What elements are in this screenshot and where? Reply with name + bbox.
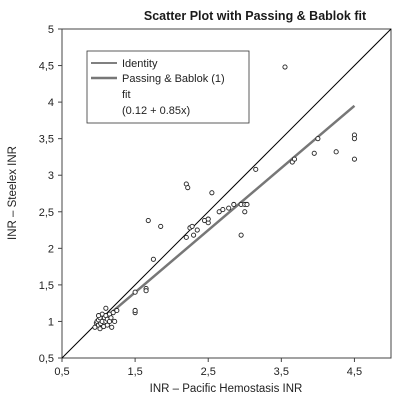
plot-frame [61, 28, 392, 359]
legend: Identity Passing & Bablok (1) fit (0.12 … [86, 50, 250, 124]
data-point [189, 223, 195, 229]
x-tick-label: 0,5 [54, 366, 69, 378]
data-point [333, 149, 339, 155]
y-tick-label: 0,5 [39, 353, 54, 365]
data-point [242, 209, 248, 215]
data-point [143, 288, 149, 294]
data-point [253, 166, 259, 172]
x-tick-label: 3,5 [274, 366, 289, 378]
legend-fit-equation: (0.12 + 0.85x) [122, 105, 190, 117]
data-point [110, 310, 116, 316]
chart-title: Scatter Plot with Passing & Bablok fit [144, 9, 367, 23]
x-axis-label: INR – Pacific Hemostasis INR [150, 383, 303, 395]
data-point [132, 307, 138, 314]
data-point [226, 205, 232, 211]
data-point [191, 232, 197, 238]
data-point [231, 201, 237, 208]
data-point [315, 136, 321, 142]
legend-identity-label: Identity [122, 58, 158, 70]
y-tick-label: 3 [48, 170, 54, 182]
data-point [238, 232, 244, 238]
y-tick-label: 4,5 [39, 61, 54, 73]
data-point [132, 289, 138, 295]
identity-line [61, 28, 392, 359]
data-points [92, 64, 357, 332]
y-tick-label: 5 [48, 24, 54, 36]
data-point [150, 256, 156, 262]
data-point [244, 201, 250, 208]
data-point [104, 322, 110, 328]
data-point [114, 307, 120, 314]
legend-fit-label-2: fit [122, 89, 131, 101]
data-point [109, 324, 115, 330]
legend-fit-label: Passing & Bablok (1) [122, 73, 225, 85]
y-tick-label: 1 [48, 316, 54, 328]
y-tick-label: 2,5 [39, 207, 54, 219]
x-tick-label: 1,5 [127, 366, 142, 378]
y-axis-label: INR – Steelex INR [7, 146, 19, 240]
x-axis: 0,5 1,5 2,5 3,5 4,5 [54, 358, 362, 378]
data-point [145, 218, 151, 224]
data-point [112, 318, 118, 324]
data-point [183, 234, 189, 240]
data-point [97, 326, 103, 332]
y-tick-label: 3,5 [39, 134, 54, 146]
data-point [194, 227, 200, 233]
data-point [108, 315, 114, 321]
data-point [185, 185, 191, 191]
data-point [209, 190, 215, 196]
data-point [92, 324, 98, 330]
x-tick-label: 4,5 [347, 366, 362, 378]
data-point [311, 150, 317, 156]
data-point [205, 216, 211, 222]
data-point [103, 305, 109, 311]
x-tick-label: 2,5 [201, 366, 216, 378]
data-point [216, 209, 222, 215]
data-point [96, 313, 102, 319]
data-point [351, 156, 357, 162]
data-point [291, 156, 298, 162]
data-point [158, 223, 164, 229]
data-point [220, 207, 226, 213]
y-axis: 0,5 1 1,5 2 2,5 3 3,5 4 4,5 5 [39, 24, 62, 365]
data-point [351, 136, 357, 142]
fit-lines [61, 28, 392, 359]
y-tick-label: 4 [48, 97, 54, 109]
y-tick-label: 2 [48, 243, 54, 255]
data-point [282, 64, 288, 70]
passing-bablok-fit-line [94, 104, 356, 328]
y-tick-label: 1,5 [39, 280, 54, 292]
